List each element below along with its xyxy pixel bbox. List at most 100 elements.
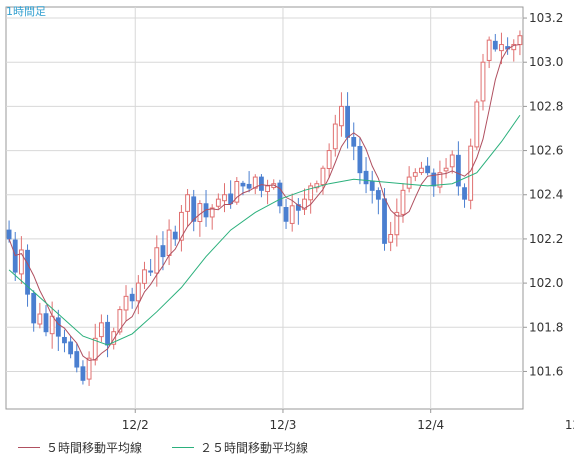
candle-body (388, 234, 394, 243)
candle-body (400, 189, 406, 215)
candle-body (222, 194, 227, 202)
candles (6, 30, 523, 386)
candle-body (6, 229, 12, 240)
candle-body (117, 309, 123, 333)
candle-body (179, 211, 184, 241)
candle-body (425, 165, 431, 174)
candle-body (166, 229, 172, 257)
candle-body (345, 105, 350, 138)
candle-body (172, 231, 178, 240)
y-tick-label: 102.4 (529, 188, 563, 202)
candle-body (474, 101, 480, 148)
candle-body (462, 187, 467, 200)
legend-ma25-label: ２５時間移動平均線 (200, 441, 309, 455)
candle-body (197, 203, 203, 223)
candle-body (302, 198, 307, 210)
candle-body (369, 181, 375, 191)
candle-body (363, 170, 369, 185)
candle-body (357, 146, 363, 174)
candle-body (265, 185, 270, 193)
candle-body (62, 336, 67, 344)
candle-body (252, 176, 258, 189)
candle-body (98, 322, 104, 338)
x-axis: 12/212/312/412/512/6 (122, 409, 574, 432)
candle-body (191, 196, 197, 222)
candle-body (449, 154, 455, 168)
candle-body (68, 341, 74, 355)
candle-body (142, 269, 147, 284)
y-tick-label: 103.0 (529, 55, 563, 69)
candle-body (25, 249, 30, 295)
candle-body (308, 185, 314, 201)
legend-ma5: ５時間移動平均線 (18, 439, 142, 456)
candle-body (283, 207, 289, 222)
candle-body (339, 105, 344, 127)
x-tick-label: 12/4 (417, 418, 444, 432)
candle-body (135, 282, 141, 302)
candle-body (55, 317, 61, 337)
candle-body (240, 182, 246, 187)
x-tick-label: 12/3 (269, 418, 296, 432)
candle-body (351, 137, 357, 147)
candle-body (437, 172, 443, 188)
legend-ma5-label: ５時間移動平均線 (46, 441, 143, 455)
legend-ma25: ２５時間移動平均線 (172, 439, 308, 456)
candle-body (412, 172, 418, 177)
y-tick-label: 102.8 (529, 99, 563, 113)
candle-body (332, 123, 338, 150)
candle-body (431, 172, 437, 187)
candle-body (92, 337, 98, 361)
candle-body (74, 351, 80, 368)
legend-ma5-swatch (18, 447, 40, 448)
candle-body (326, 150, 332, 170)
candle-body (86, 357, 92, 380)
grid (6, 7, 523, 409)
candle-body (37, 313, 43, 325)
moving-averages (8, 44, 521, 361)
candle-body (43, 313, 49, 333)
candle-body (492, 40, 498, 50)
y-tick-label: 103.2 (529, 11, 563, 25)
candle-body (12, 239, 18, 273)
candle-body (185, 194, 190, 212)
y-tick-label: 101.8 (529, 320, 563, 334)
candle-body (517, 35, 523, 46)
candle-body (382, 198, 387, 244)
y-tick-label: 102.6 (529, 144, 563, 158)
candle-body (394, 211, 400, 236)
candle-body (289, 205, 295, 224)
candle-body (259, 176, 264, 191)
candle-body (499, 44, 504, 52)
y-tick-label: 101.6 (529, 364, 563, 378)
candle-body (246, 183, 252, 189)
candle-body (277, 182, 283, 207)
x-tick-label: 12/2 (122, 418, 149, 432)
y-axis: 101.6 101.8 102.0 102.2 102.4 102.6 102.8 103.0… (523, 11, 563, 378)
candle-body (18, 249, 24, 275)
candle-body (123, 295, 129, 311)
ma25-line (8, 114, 521, 346)
ma5-line (8, 44, 520, 361)
candle-body (129, 293, 135, 302)
candle-body (443, 167, 449, 172)
legend-ma25-swatch (172, 447, 194, 448)
candle-body (105, 321, 110, 346)
candle-body (49, 315, 55, 335)
candle-body (160, 245, 166, 258)
candle-body (209, 207, 215, 218)
candle-body (406, 176, 412, 189)
candle-body (234, 180, 240, 203)
candle-body (375, 190, 381, 200)
candle-body (111, 331, 117, 345)
candle-body (215, 198, 221, 207)
candle-body (31, 292, 37, 324)
candle-body (486, 39, 492, 61)
x-tick-label: 12/5 (565, 418, 574, 432)
chart-title: 1時間足 (6, 5, 46, 18)
candle-body (314, 183, 320, 189)
candle-body (480, 61, 486, 102)
candle-body (455, 154, 461, 187)
candle-body (468, 145, 474, 201)
